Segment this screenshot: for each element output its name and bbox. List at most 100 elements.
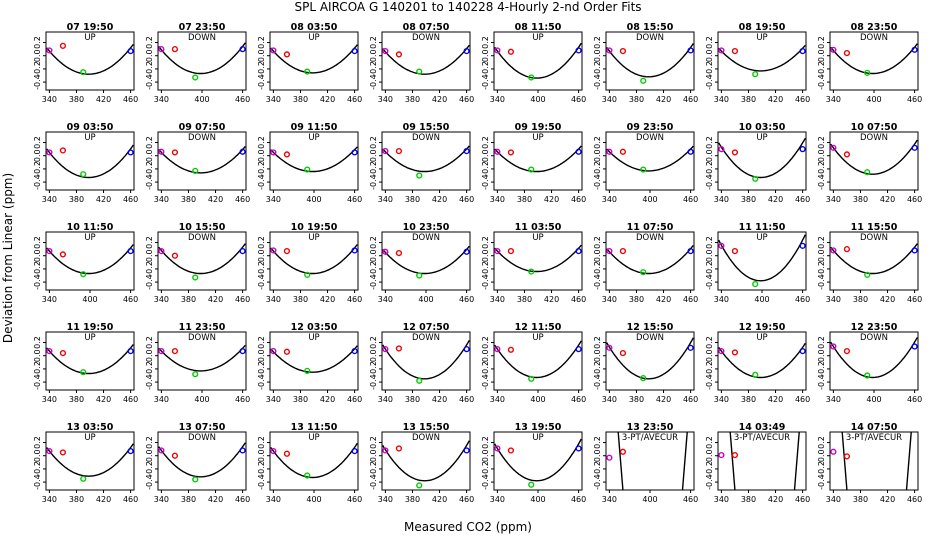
x-tick-label: 420 — [96, 495, 111, 504]
y-tick-label: -0.4 — [33, 174, 42, 190]
panel-label: DOWN — [188, 33, 216, 43]
panel-label: UP — [308, 133, 319, 143]
y-tick-label: 0.2 — [369, 236, 378, 249]
y-tick-label: -0.4 — [145, 274, 154, 290]
x-tick-label: 340 — [714, 295, 729, 304]
panel-frame — [717, 431, 807, 491]
x-tick-label: 340 — [154, 295, 169, 304]
fit-curve — [494, 438, 582, 482]
x-tick-label: 460 — [459, 195, 474, 204]
fit-curve — [270, 44, 358, 74]
x-tick-label: 380 — [293, 95, 308, 104]
y-tick-label: 0.2 — [33, 36, 42, 49]
data-point — [619, 48, 627, 55]
fit-curve — [158, 42, 246, 75]
y-tick-label: 0.0 — [817, 149, 826, 162]
data-point — [192, 167, 199, 174]
data-point — [830, 343, 837, 350]
x-tick-label: 460 — [907, 395, 922, 404]
y-tick-label: -0.4 — [817, 174, 826, 190]
data-point — [283, 51, 291, 58]
x-tick-label: 460 — [795, 495, 810, 504]
y-tick-label: -0.2 — [257, 361, 266, 377]
y-tick-label: 0.2 — [33, 336, 42, 349]
data-point — [687, 248, 694, 255]
x-tick-label: 420 — [656, 95, 671, 104]
data-point — [127, 248, 134, 255]
fit-curve — [46, 43, 134, 75]
y-tick-label: 0.0 — [481, 149, 490, 162]
y-tick-label: -0.2 — [705, 161, 714, 177]
y-tick-label: -0.4 — [33, 374, 42, 390]
data-point — [752, 371, 759, 378]
x-tick-label: 400 — [306, 195, 321, 204]
y-tick-label: -0.4 — [33, 474, 42, 490]
fit-curve — [617, 432, 688, 490]
y-tick-label: -0.4 — [481, 274, 490, 290]
y-tick-label: -0.2 — [481, 461, 490, 477]
y-tick-label: 0.0 — [369, 349, 378, 362]
x-tick-label: 460 — [347, 195, 362, 204]
panel-title: 12 19:50 — [739, 322, 786, 333]
y-tick-label: 0.0 — [593, 49, 602, 62]
data-point — [463, 248, 470, 255]
y-tick-label: -0.2 — [33, 461, 42, 477]
x-tick-label: 400 — [530, 95, 545, 104]
panel-label: UP — [84, 233, 95, 243]
panel-label: DOWN — [412, 133, 440, 143]
data-point — [351, 247, 358, 254]
panel-title: 10 19:50 — [291, 222, 338, 233]
y-tick-label: 0.2 — [481, 236, 490, 249]
panel-label: 3-PT/AVECUR — [622, 433, 678, 443]
panel-title: 13 15:50 — [403, 422, 450, 433]
data-point — [687, 148, 694, 155]
x-tick-label: 340 — [154, 495, 169, 504]
data-point — [270, 149, 277, 156]
x-tick-label: 460 — [907, 295, 922, 304]
panel-frame — [269, 331, 359, 391]
y-tick-label: 0.2 — [369, 136, 378, 149]
data-point — [59, 147, 67, 154]
x-tick-label: 340 — [602, 495, 617, 504]
x-tick-label: 340 — [378, 195, 393, 204]
x-tick-label: 380 — [517, 295, 532, 304]
data-point — [351, 149, 358, 156]
x-tick-label: 420 — [880, 495, 895, 504]
data-point — [687, 344, 694, 351]
fit-curve — [718, 342, 806, 379]
x-tick-label: 460 — [123, 195, 138, 204]
panel-label: DOWN — [860, 333, 888, 343]
panel-label: DOWN — [860, 33, 888, 43]
panel-frame — [493, 131, 583, 191]
y-tick-label: -0.2 — [145, 361, 154, 377]
x-tick-label: 460 — [347, 295, 362, 304]
panel-title: 08 07:50 — [403, 22, 450, 33]
y-tick-label: 0.2 — [705, 336, 714, 349]
data-point — [270, 47, 277, 54]
x-tick-label: 420 — [768, 95, 783, 104]
data-point — [192, 274, 199, 281]
fit-curve — [382, 440, 470, 482]
data-point — [619, 349, 627, 357]
y-tick-label: 0.0 — [33, 349, 42, 362]
data-point — [718, 146, 725, 153]
panel-label: UP — [84, 33, 95, 43]
panel-frame — [829, 131, 919, 191]
data-point — [158, 46, 165, 53]
y-tick-label: 0.2 — [481, 436, 490, 449]
y-tick-label: 0.2 — [593, 136, 602, 149]
y-tick-label: -0.4 — [33, 274, 42, 290]
data-point — [528, 166, 535, 173]
data-point — [80, 475, 87, 482]
panel-frame — [605, 231, 695, 291]
data-point — [843, 49, 851, 57]
data-point — [239, 248, 246, 255]
y-tick-label: -0.4 — [145, 474, 154, 490]
y-tick-label: -0.2 — [257, 261, 266, 277]
